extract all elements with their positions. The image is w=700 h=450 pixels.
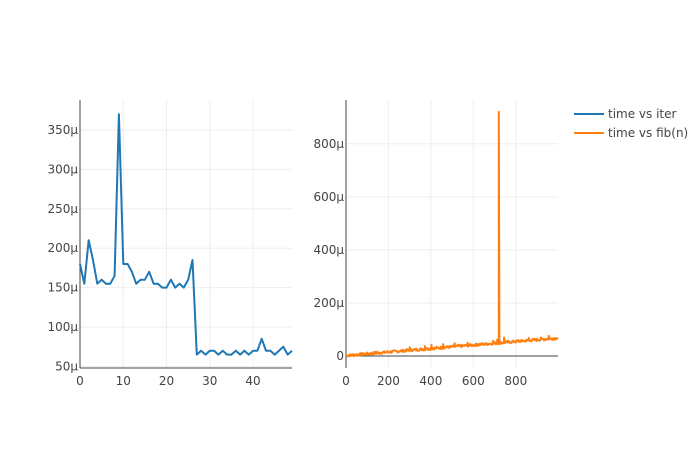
iter-ytick-label: 200μ [47,241,78,255]
subplot-time-vs-fib: 0 200 400 600 800 0 200μ 400μ 600μ 800μ [313,100,559,388]
legend: time vs iter time vs fib(n) [574,107,688,140]
iter-ytick-label: 100μ [47,320,78,334]
iter-xtick-label: 0 [76,374,84,388]
fib-xtick-label: 600 [462,374,485,388]
iter-ytick-label: 150μ [47,281,78,295]
legend-label-time-vs-iter: time vs iter [608,107,677,121]
iter-ytick-label: 250μ [47,202,78,216]
fib-ytick-label: 800μ [313,137,344,151]
fib-xtick-label: 400 [419,374,442,388]
fib-ytick-label: 400μ [313,243,344,257]
fib-series-line[interactable] [345,110,559,358]
fib-ytick-label: 200μ [313,296,344,310]
fib-xtick-label: 0 [342,374,350,388]
fib-xtick-label: 200 [377,374,400,388]
iter-xtick-label: 20 [159,374,174,388]
legend-label-time-vs-fib: time vs fib(n) [608,126,688,140]
iter-xtick-label: 40 [245,374,260,388]
iter-ytick-label: 50μ [55,359,78,373]
fib-ytick-label: 600μ [313,190,344,204]
fib-ytick-label: 0 [336,349,344,363]
legend-item-time-vs-iter[interactable]: time vs iter [574,107,677,121]
iter-xtick-label: 30 [202,374,217,388]
iter-ytick-label: 350μ [47,123,78,137]
legend-item-time-vs-fib[interactable]: time vs fib(n) [574,126,688,140]
iter-ytick-label: 300μ [47,162,78,176]
iter-xtick-label: 10 [116,374,131,388]
subplot-time-vs-iter: 0 10 20 30 40 50μ 100μ 150μ 200μ 250μ 300μ 350μ [47,100,293,388]
fib-xtick-label: 800 [504,374,527,388]
iter-series-line[interactable] [79,113,293,356]
